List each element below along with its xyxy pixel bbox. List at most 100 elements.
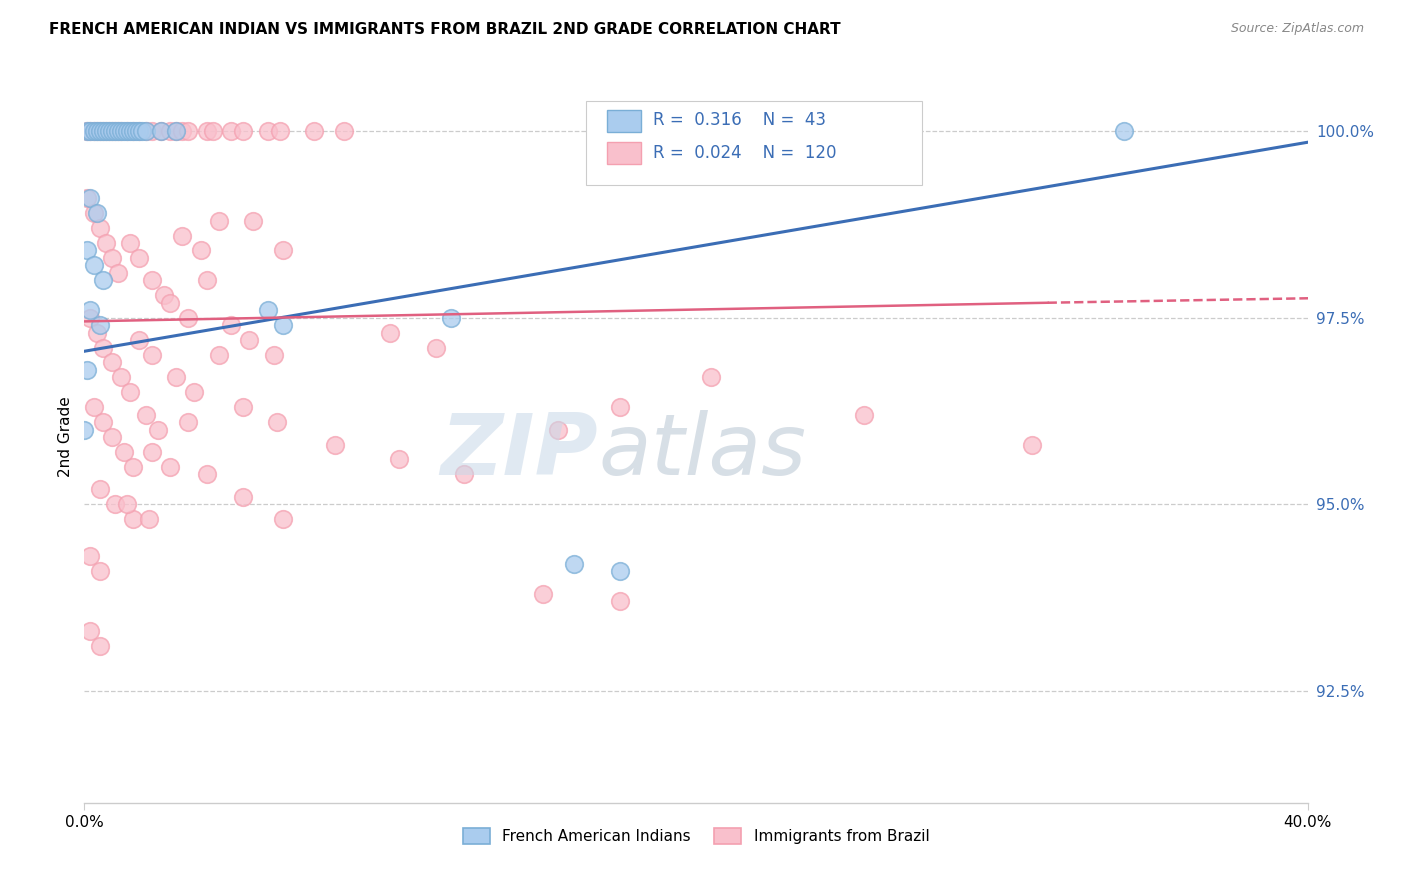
Point <box>89 565 111 579</box>
Point <box>79 549 101 564</box>
Point <box>195 467 218 482</box>
Point <box>120 235 142 250</box>
Point <box>1021 437 1043 451</box>
Point <box>89 124 111 138</box>
Point <box>97 124 120 138</box>
Point <box>89 318 111 332</box>
Point <box>89 124 111 138</box>
Text: ZIP: ZIP <box>440 410 598 493</box>
Point <box>853 408 876 422</box>
Point <box>257 303 280 318</box>
Point <box>115 497 138 511</box>
Point <box>79 310 101 325</box>
Point <box>76 124 98 138</box>
Point <box>83 206 105 220</box>
Bar <box>606 110 641 132</box>
Point <box>128 333 150 347</box>
Point <box>122 124 145 138</box>
Point <box>141 445 163 459</box>
Point <box>79 303 101 318</box>
Point <box>97 124 120 138</box>
Point <box>153 288 176 302</box>
Point <box>388 452 411 467</box>
Point <box>302 124 325 138</box>
Point <box>79 624 101 639</box>
Point <box>165 124 187 138</box>
Point <box>257 124 280 138</box>
Point <box>138 512 160 526</box>
Point <box>79 124 101 138</box>
Point <box>91 415 114 429</box>
Point <box>269 124 291 138</box>
FancyBboxPatch shape <box>586 101 922 185</box>
Point <box>190 244 212 258</box>
Point <box>101 430 124 444</box>
Point <box>531 587 554 601</box>
Point <box>135 408 157 422</box>
Point <box>110 370 132 384</box>
Point <box>76 124 98 138</box>
Point <box>219 318 242 332</box>
Point <box>242 213 264 227</box>
Point <box>141 273 163 287</box>
Point <box>453 467 475 482</box>
Point <box>104 124 127 138</box>
Point <box>128 124 150 138</box>
Text: atlas: atlas <box>598 410 806 493</box>
Point <box>149 124 172 138</box>
Point <box>135 124 157 138</box>
Point <box>609 401 631 415</box>
Point <box>208 213 231 227</box>
Point <box>172 228 194 243</box>
Point <box>135 124 157 138</box>
Point <box>120 124 142 138</box>
Point <box>177 310 200 325</box>
Point <box>1114 124 1136 138</box>
Point <box>73 423 96 437</box>
Point <box>131 124 153 138</box>
Point <box>128 124 150 138</box>
Point <box>159 295 181 310</box>
Point <box>101 124 124 138</box>
Point <box>101 251 124 265</box>
Bar <box>606 143 641 164</box>
Point <box>104 497 127 511</box>
Point <box>141 348 163 362</box>
Point <box>125 124 148 138</box>
Point <box>83 401 105 415</box>
Point <box>195 273 218 287</box>
Point <box>380 326 402 340</box>
Point <box>128 251 150 265</box>
Point <box>83 124 105 138</box>
Point <box>91 124 114 138</box>
Point <box>91 273 114 287</box>
Text: FRENCH AMERICAN INDIAN VS IMMIGRANTS FROM BRAZIL 2ND GRADE CORRELATION CHART: FRENCH AMERICAN INDIAN VS IMMIGRANTS FRO… <box>49 22 841 37</box>
Point <box>609 565 631 579</box>
Point <box>172 124 194 138</box>
Point <box>232 401 254 415</box>
Point <box>232 124 254 138</box>
Point <box>232 490 254 504</box>
Point <box>104 124 127 138</box>
Point <box>146 423 169 437</box>
Point <box>91 341 114 355</box>
Point <box>440 310 463 325</box>
Point <box>122 512 145 526</box>
Point <box>333 124 356 138</box>
Point <box>115 124 138 138</box>
Point <box>159 459 181 474</box>
Legend: French American Indians, Immigrants from Brazil: French American Indians, Immigrants from… <box>457 822 935 850</box>
Point <box>425 341 447 355</box>
Point <box>120 385 142 400</box>
Point <box>177 124 200 138</box>
Point <box>76 244 98 258</box>
Point <box>112 445 135 459</box>
Point <box>86 124 108 138</box>
Point <box>94 124 117 138</box>
Point <box>271 244 294 258</box>
Point <box>101 355 124 369</box>
Point <box>700 370 723 384</box>
Text: R =  0.024    N =  120: R = 0.024 N = 120 <box>654 144 837 161</box>
Point <box>107 124 129 138</box>
Point <box>323 437 346 451</box>
